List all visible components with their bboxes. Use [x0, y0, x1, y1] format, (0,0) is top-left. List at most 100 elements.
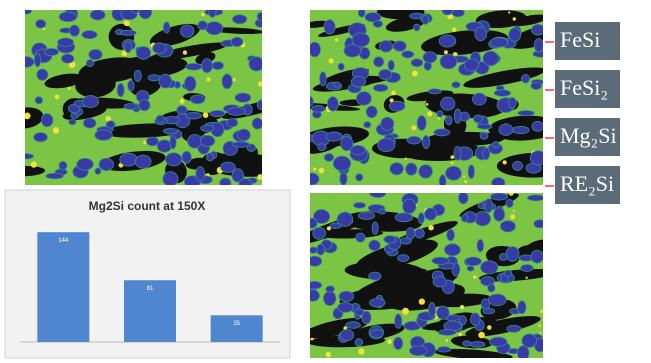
yellow-phase [124, 20, 130, 26]
blue-particle [35, 97, 42, 104]
yellow-phase [258, 81, 263, 86]
blue-particle [69, 119, 77, 125]
blue-particle [355, 339, 363, 346]
blue-particle [402, 51, 414, 58]
blue-particle [157, 140, 171, 152]
blue-particle [44, 48, 58, 55]
blue-particle [374, 57, 384, 67]
yellow-phase [451, 162, 454, 165]
blue-particle [491, 193, 508, 200]
blue-particle [494, 90, 510, 97]
data-label: 81 [147, 286, 154, 292]
blue-particle [17, 154, 33, 159]
blue-particle [417, 116, 426, 131]
blue-particle [411, 59, 423, 67]
blue-particle [508, 97, 516, 108]
blue-particle [252, 118, 263, 129]
blue-particle [419, 165, 433, 178]
blue-particle [163, 172, 178, 187]
blue-particle [95, 168, 101, 174]
blue-particle [139, 6, 152, 19]
blue-particle [324, 20, 335, 34]
blue-particle [177, 106, 187, 115]
blue-particle [333, 156, 351, 171]
data-label: 35 [233, 321, 240, 327]
blue-particle [499, 124, 513, 135]
blue-particle [372, 222, 378, 234]
yellow-phase [452, 28, 457, 33]
blue-particle [507, 325, 521, 332]
blue-particle [506, 199, 513, 207]
yellow-phase [427, 111, 432, 116]
bar [211, 315, 263, 342]
blue-particle [373, 84, 387, 91]
blue-particle [198, 21, 207, 30]
blue-particle [439, 175, 446, 188]
blue-particle [86, 60, 93, 67]
blue-particle [184, 76, 196, 91]
blue-particle [509, 28, 521, 42]
blue-particle [354, 202, 366, 208]
blue-particle [356, 174, 363, 181]
yellow-phase [503, 160, 507, 164]
yellow-phase [411, 125, 416, 130]
figure: Mg2Si count at 150X 1448135 FeSiFeSi₂Mg₂… [0, 0, 651, 363]
blue-particle [358, 212, 374, 219]
blue-particle [237, 129, 250, 140]
blue-particle [257, 100, 265, 110]
blue-particle [135, 155, 151, 168]
yellow-phase [508, 11, 510, 13]
page: Mg2Si count at 150X 1448135 FeSiFeSi₂Mg₂… [0, 0, 651, 363]
yellow-phase [232, 78, 235, 81]
blue-particle [494, 208, 505, 221]
blue-particle [513, 161, 523, 170]
blue-particle [389, 101, 405, 111]
blue-particle [370, 298, 385, 306]
blue-particle [432, 257, 449, 264]
blue-particle [521, 74, 529, 83]
blue-particle [369, 240, 381, 250]
blue-particle [395, 213, 413, 222]
yellow-phase [180, 99, 185, 104]
blue-particle [69, 25, 79, 36]
blue-particle [339, 291, 354, 301]
blue-particle [232, 142, 249, 148]
blue-particle [378, 209, 385, 214]
yellow-phase [257, 174, 263, 180]
blue-particle [446, 116, 452, 125]
blue-particle [534, 38, 543, 52]
yellow-phase [206, 77, 210, 81]
blue-particle [512, 126, 529, 133]
blue-particle [381, 117, 394, 130]
yellow-phase [444, 50, 448, 54]
yellow-phase [31, 161, 37, 167]
blue-particle [468, 165, 474, 179]
blue-particle [422, 135, 429, 148]
yellow-phase [203, 112, 209, 118]
blue-particle [428, 89, 441, 94]
yellow-phase [510, 214, 515, 219]
blue-particle [34, 53, 40, 66]
blue-particle [475, 27, 487, 41]
blue-particle [465, 257, 481, 266]
blue-particle [257, 13, 264, 21]
blue-particle [89, 49, 102, 60]
blue-particle [307, 218, 317, 228]
blue-particle [434, 129, 450, 136]
yellow-phase [539, 332, 541, 334]
blue-particle [163, 22, 170, 33]
blue-particle [477, 124, 492, 129]
yellow-phase [428, 225, 433, 230]
blue-particle [308, 256, 322, 266]
micrograph [275, 5, 574, 188]
blue-particle [306, 290, 319, 301]
blue-particle [153, 43, 167, 54]
blue-particle [467, 266, 474, 271]
blue-particle [90, 10, 105, 20]
yellow-phase [540, 310, 543, 313]
blue-particle [304, 173, 320, 185]
yellow-phase [43, 28, 45, 30]
blue-particle [180, 25, 193, 37]
blue-particle [159, 74, 172, 88]
blue-particle [83, 118, 96, 128]
